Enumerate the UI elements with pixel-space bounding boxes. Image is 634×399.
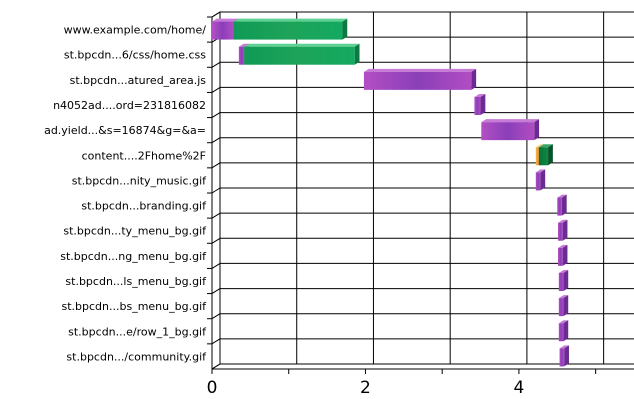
- back-wall-edge: [211, 11, 634, 18]
- bar-front-face: [558, 323, 564, 342]
- bar-side-face: [562, 219, 568, 241]
- row-label: st.bpcdn...bs_menu_bg.gif: [61, 300, 207, 313]
- bar-side-face: [563, 295, 569, 317]
- row-grid-depth: [211, 162, 221, 169]
- bar-front-face: [238, 46, 245, 65]
- row-grid-depth: [211, 61, 221, 68]
- row-label: st.bpcdn...ls_menu_bg.gif: [65, 275, 207, 288]
- bar-top-face: [238, 43, 250, 47]
- timing-bar: [557, 194, 567, 216]
- bar-top-face: [535, 144, 544, 148]
- bar-top-face: [474, 94, 486, 97]
- row-grid-depth: [211, 263, 221, 269]
- row-labels: www.example.com/home/st.bpcdn...6/css/ho…: [44, 16, 212, 363]
- bar-side-face: [563, 270, 569, 291]
- bar-top-face: [557, 194, 567, 198]
- bar-top-face: [535, 169, 546, 173]
- timing-bar: [535, 169, 546, 191]
- timing-bar: [481, 119, 540, 141]
- timing-bar: [558, 244, 568, 266]
- x-tick-label: 0: [207, 378, 218, 398]
- bar-front-face: [558, 222, 563, 241]
- row-grid-depth: [211, 338, 221, 345]
- row-label: ad.yield...&s=16874&g=&a=: [44, 124, 206, 137]
- bar-top-face: [363, 68, 477, 72]
- bar-side-face: [534, 119, 540, 141]
- bar-side-face: [471, 68, 477, 90]
- row-grid-depth: [211, 313, 221, 320]
- bar-top-face: [558, 219, 568, 223]
- bar-top-face: [538, 144, 553, 148]
- timing-bar: [558, 270, 569, 291]
- row-grid-depth: [211, 87, 221, 93]
- row-label: st.bpcdn...branding.gif: [81, 200, 207, 213]
- bar-front-face: [558, 247, 563, 266]
- bar-top-face: [244, 43, 360, 47]
- row-grid-depth: [211, 237, 221, 244]
- bar-front-face: [481, 122, 535, 141]
- bar-top-face: [558, 244, 568, 248]
- bar-front-face: [558, 298, 564, 317]
- bar-side-face: [562, 244, 568, 266]
- row-label: st.bpcdn...atured_area.js: [70, 74, 207, 87]
- floor-edge: [211, 363, 634, 370]
- bar-side-face: [480, 94, 486, 115]
- bar-side-face: [561, 194, 567, 216]
- bar-front-face: [535, 172, 541, 191]
- timing-bar: [558, 219, 568, 241]
- row-grid-depth: [211, 187, 221, 194]
- row-label: www.example.com/home/: [64, 24, 207, 37]
- row-grid-depth: [211, 112, 221, 118]
- bar-front-face: [244, 46, 355, 65]
- row-label: st.bpcdn...e/row_1_bg.gif: [68, 325, 207, 338]
- bar-top-face: [559, 345, 569, 349]
- row-label: st.bpcdn...ng_menu_bg.gif: [60, 250, 207, 263]
- bar-side-face: [540, 169, 546, 191]
- row-grid-depth: [211, 11, 221, 18]
- bar-front-face: [474, 97, 481, 115]
- bar-front-face: [557, 197, 562, 216]
- bar-front-face: [233, 21, 343, 40]
- row-label: content....2Fhome%2F: [82, 149, 206, 162]
- bar-front-face: [535, 147, 539, 166]
- timing-bar: [538, 144, 553, 166]
- bar-top-face: [212, 18, 239, 22]
- row-label: st.bpcdn...nity_music.gif: [72, 174, 207, 187]
- row-label: st.bpcdn...ty_menu_bg.gif: [63, 225, 207, 238]
- bar-front-face: [363, 71, 472, 90]
- bar-front-face: [212, 21, 234, 40]
- row-label: n4052ad....ord=231816082: [53, 99, 206, 112]
- timing-bar: [559, 345, 569, 367]
- timing-bar: [244, 43, 360, 65]
- bar-side-face: [548, 144, 553, 166]
- bar-front-face: [559, 348, 565, 367]
- bar-top-face: [558, 270, 569, 273]
- timing-bar: [363, 68, 477, 90]
- bar-side-face: [564, 345, 569, 367]
- bar-front-face: [538, 147, 549, 166]
- timing-bar: [233, 18, 348, 40]
- bar-front-face: [558, 273, 564, 291]
- timing-bar: [558, 295, 569, 317]
- row-grid-depth: [211, 137, 221, 144]
- bar-top-face: [233, 18, 348, 22]
- bar-top-face: [558, 295, 569, 299]
- row-grid-depth: [211, 212, 221, 219]
- row-grid-depth: [211, 288, 221, 294]
- x-axis-ticks: 0 2 4: [207, 369, 597, 398]
- bar-side-face: [354, 43, 360, 65]
- grid: [211, 11, 634, 370]
- timing-bar: [474, 94, 486, 115]
- timing-bar: [558, 320, 569, 342]
- x-tick-label: 2: [360, 378, 371, 398]
- bar-top-face: [481, 119, 540, 123]
- x-tick-label: 4: [513, 378, 524, 398]
- row-label: st.bpcdn...6/css/home.css: [64, 49, 206, 62]
- bars: [212, 18, 569, 367]
- bar-side-face: [342, 18, 348, 40]
- bar-side-face: [563, 320, 569, 342]
- row-label: st.bpcdn.../community.gif: [66, 350, 207, 363]
- bar-top-face: [558, 320, 569, 324]
